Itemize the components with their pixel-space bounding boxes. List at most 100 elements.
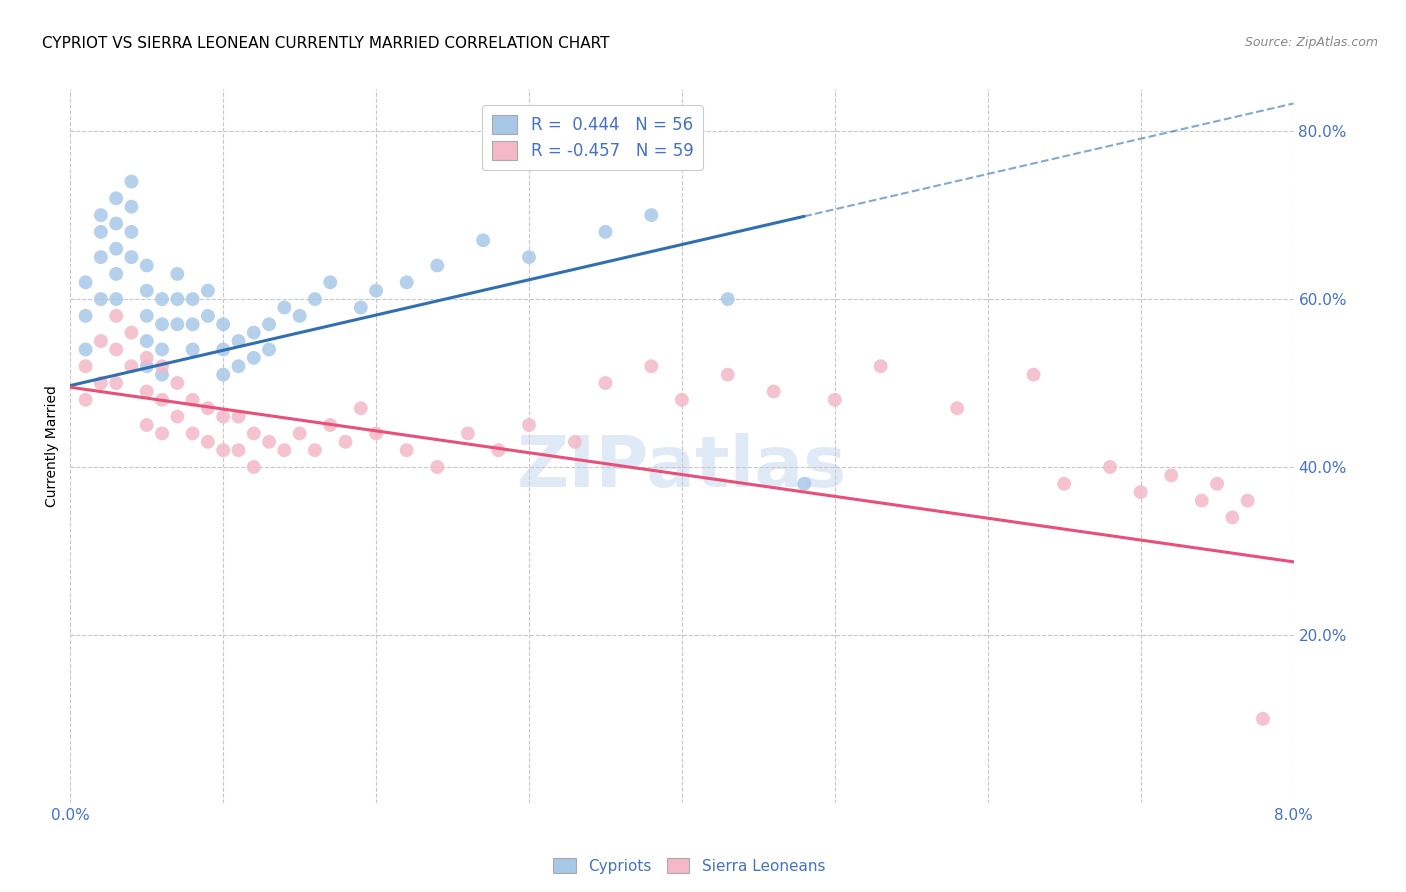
Point	[166, 318, 188, 332]
Point	[335, 434, 357, 449]
Point	[564, 434, 586, 449]
Point	[75, 309, 97, 323]
Point	[288, 309, 311, 323]
Point	[212, 318, 235, 332]
Point	[228, 443, 250, 458]
Point	[228, 409, 250, 424]
Point	[595, 376, 617, 390]
Point	[212, 443, 235, 458]
Point	[105, 267, 128, 281]
Point	[212, 343, 235, 357]
Point	[366, 426, 388, 441]
Point	[472, 233, 495, 247]
Point	[1160, 468, 1182, 483]
Point	[197, 284, 219, 298]
Point	[181, 343, 204, 357]
Point	[671, 392, 693, 407]
Point	[517, 250, 540, 264]
Point	[319, 275, 342, 289]
Point	[121, 225, 143, 239]
Point	[121, 200, 143, 214]
Point	[135, 417, 157, 432]
Point	[150, 368, 173, 382]
Point	[135, 284, 157, 298]
Point	[135, 334, 157, 348]
Point	[350, 301, 373, 315]
Point	[105, 292, 128, 306]
Point	[166, 267, 188, 281]
Point	[181, 426, 204, 441]
Point	[150, 292, 173, 306]
Point	[824, 392, 846, 407]
Point	[257, 343, 280, 357]
Point	[395, 275, 418, 289]
Point	[869, 359, 891, 374]
Point	[717, 368, 740, 382]
Point	[319, 417, 342, 432]
Point	[90, 292, 112, 306]
Point	[243, 351, 266, 365]
Point	[135, 351, 157, 365]
Point	[212, 409, 235, 424]
Point	[517, 417, 540, 432]
Point	[1022, 368, 1045, 382]
Point	[135, 359, 157, 374]
Point	[150, 392, 173, 407]
Point	[105, 309, 128, 323]
Point	[135, 384, 157, 399]
Point	[1220, 510, 1243, 524]
Point	[640, 208, 662, 222]
Point	[75, 359, 97, 374]
Text: Source: ZipAtlas.com: Source: ZipAtlas.com	[1244, 36, 1378, 49]
Point	[243, 426, 266, 441]
Point	[488, 443, 510, 458]
Point	[197, 434, 219, 449]
Point	[257, 434, 280, 449]
Point	[304, 292, 326, 306]
Point	[105, 376, 128, 390]
Point	[105, 343, 128, 357]
Point	[350, 401, 373, 416]
Point	[150, 426, 173, 441]
Point	[1191, 493, 1213, 508]
Point	[273, 443, 295, 458]
Point	[257, 318, 280, 332]
Point	[181, 318, 204, 332]
Point	[197, 401, 219, 416]
Point	[243, 460, 266, 475]
Point	[90, 376, 112, 390]
Point	[243, 326, 266, 340]
Point	[1053, 476, 1076, 491]
Point	[212, 368, 235, 382]
Point	[228, 334, 250, 348]
Point	[304, 443, 326, 458]
Y-axis label: Currently Married: Currently Married	[45, 385, 59, 507]
Point	[595, 225, 617, 239]
Legend: R =  0.444   N = 56, R = -0.457   N = 59: R = 0.444 N = 56, R = -0.457 N = 59	[482, 104, 703, 169]
Point	[105, 191, 128, 205]
Point	[717, 292, 740, 306]
Point	[150, 343, 173, 357]
Point	[181, 392, 204, 407]
Point	[166, 376, 188, 390]
Point	[90, 250, 112, 264]
Point	[105, 217, 128, 231]
Point	[166, 409, 188, 424]
Text: CYPRIOT VS SIERRA LEONEAN CURRENTLY MARRIED CORRELATION CHART: CYPRIOT VS SIERRA LEONEAN CURRENTLY MARR…	[42, 36, 610, 51]
Point	[793, 476, 815, 491]
Point	[426, 259, 449, 273]
Point	[150, 318, 173, 332]
Point	[90, 334, 112, 348]
Point	[135, 259, 157, 273]
Point	[288, 426, 311, 441]
Point	[1129, 485, 1152, 500]
Text: ZIPatlas: ZIPatlas	[517, 433, 846, 502]
Point	[105, 242, 128, 256]
Point	[166, 292, 188, 306]
Point	[75, 392, 97, 407]
Point	[135, 309, 157, 323]
Point	[273, 301, 295, 315]
Point	[90, 208, 112, 222]
Point	[121, 250, 143, 264]
Point	[1099, 460, 1122, 475]
